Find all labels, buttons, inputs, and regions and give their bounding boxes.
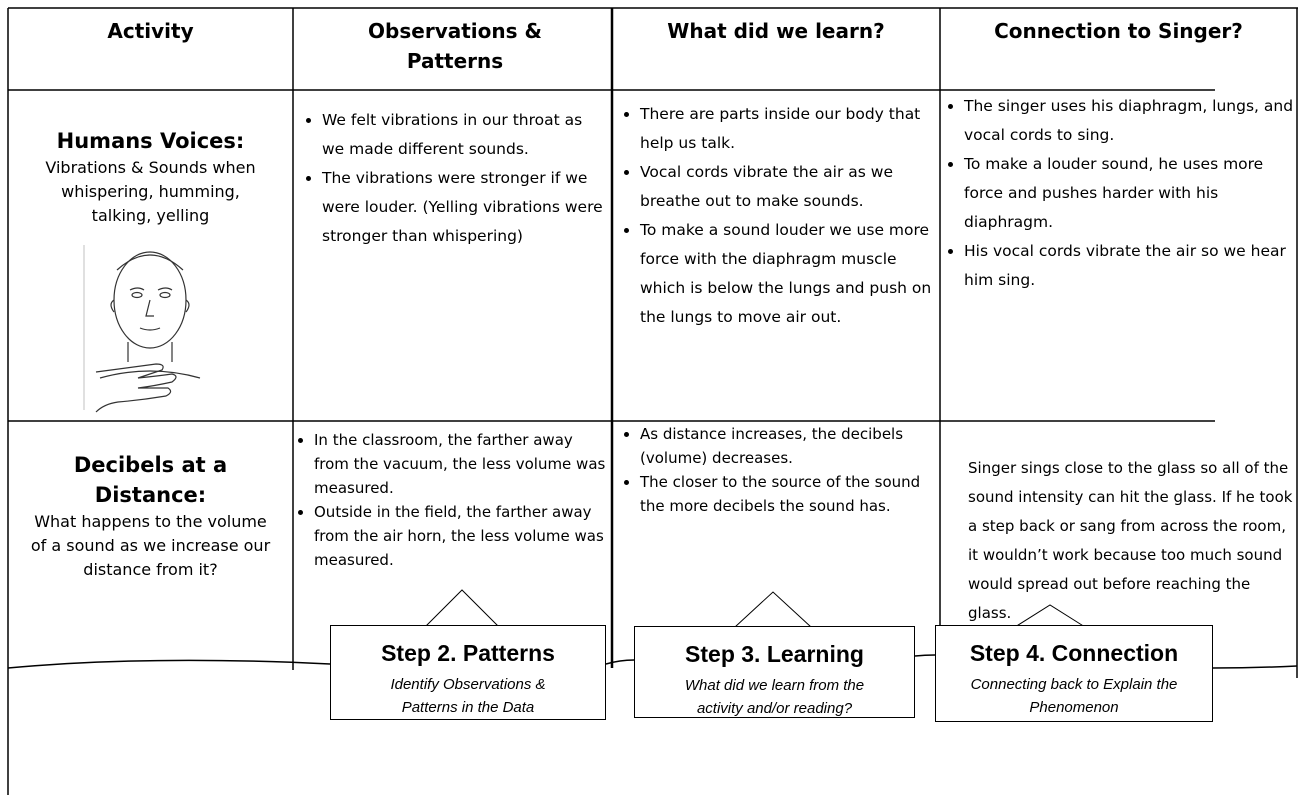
bullet-list: In the classroom, the farther away from … xyxy=(292,428,608,572)
callout-subtitle: Identify Observations & Patterns in the … xyxy=(390,676,546,716)
activity-subtitle: What happens to the volume of a sound as… xyxy=(30,512,271,579)
bullet-list: There are parts inside our body that hel… xyxy=(618,100,940,332)
bullet-list: The singer uses his diaphragm, lungs, an… xyxy=(942,92,1296,295)
header-cell: Connection to Singer? xyxy=(994,19,1243,43)
bullet-item: As distance increases, the decibels (vol… xyxy=(640,422,940,470)
bullet-item: There are parts inside our body that hel… xyxy=(640,100,940,158)
bullet-item: The vibrations were stronger if we were … xyxy=(322,164,608,251)
activity-subtitle: Vibrations & Sounds when whispering, hum… xyxy=(45,158,256,225)
bullet-item: We felt vibrations in our throat as we m… xyxy=(322,106,608,164)
connection-cell: The singer uses his diaphragm, lungs, an… xyxy=(942,92,1296,295)
callout-subtitle: What did we learn from the activity and/… xyxy=(684,677,865,717)
bullet-item: The closer to the source of the sound th… xyxy=(640,470,940,518)
callout-title: Step 4. Connection xyxy=(969,640,1179,666)
bullet-item: To make a sound louder we use more force… xyxy=(640,216,940,332)
observations-cell: In the classroom, the farther away from … xyxy=(292,428,608,664)
bullet-item: The singer uses his diaphragm, lungs, an… xyxy=(964,92,1296,150)
callout-title: Step 3. Learning xyxy=(685,641,864,667)
observations-cell: We felt vibrations in our throat as we m… xyxy=(300,106,608,251)
face-illustration xyxy=(83,245,201,413)
bullet-list: As distance increases, the decibels (vol… xyxy=(618,422,940,518)
callout-title: Step 2. Patterns xyxy=(381,640,555,666)
bullet-item: His vocal cords vibrate the air so we he… xyxy=(964,237,1296,295)
connection-cell: Singer sings close to the glass so all o… xyxy=(968,459,1293,622)
learned-cell: There are parts inside our body that hel… xyxy=(618,100,940,332)
bullet-item: To make a louder sound, he uses more for… xyxy=(964,150,1296,237)
activity-cell: Humans Voices: Vibrations & Sounds when … xyxy=(10,126,291,228)
callout: Step 2. Patterns Identify Observations &… xyxy=(330,625,606,720)
callout-subtitle: Connecting back to Explain the Phenomeno… xyxy=(970,676,1178,716)
activity-title: Humans Voices: xyxy=(56,129,245,153)
bullet-list: We felt vibrations in our throat as we m… xyxy=(300,106,608,251)
bullet-item: Outside in the field, the farther away f… xyxy=(314,500,608,572)
activity-title: Decibels at a Distance: xyxy=(73,453,228,507)
learned-cell: As distance increases, the decibels (vol… xyxy=(618,422,940,518)
header-cell: Activity xyxy=(107,19,194,43)
callout: Step 3. Learning What did we learn from … xyxy=(634,626,915,718)
bullet-item: In the classroom, the farther away from … xyxy=(314,428,608,500)
header-cell: Observations & Patterns xyxy=(368,19,542,73)
header-cell: What did we learn? xyxy=(667,19,885,43)
callout: Step 4. Connection Connecting back to Ex… xyxy=(935,625,1213,722)
bullet-item: Vocal cords vibrate the air as we breath… xyxy=(640,158,940,216)
activity-cell: Decibels at a Distance: What happens to … xyxy=(10,450,291,582)
